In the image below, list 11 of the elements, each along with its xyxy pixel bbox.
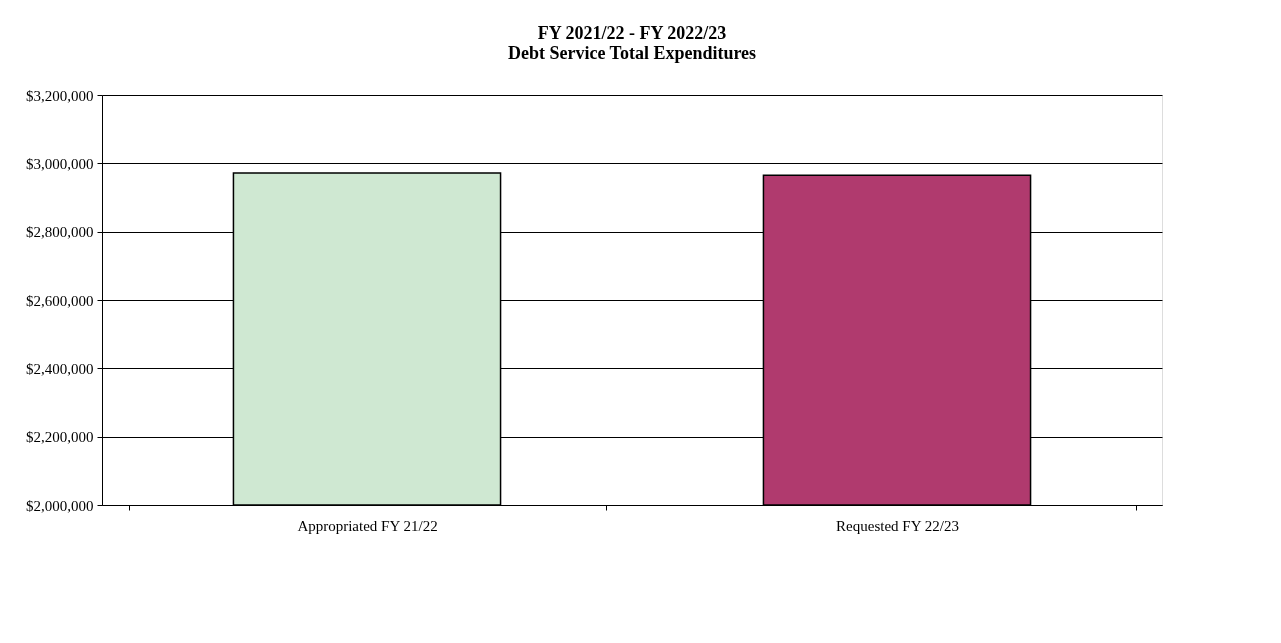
y-tick-label: $2,400,000 [26, 360, 94, 377]
y-tick-label: $2,200,000 [26, 429, 94, 446]
text: Debt Service Total Expenditures [507, 43, 757, 63]
x-tick-label: Appropriated FY 21/22 [297, 517, 438, 534]
text: FY 2021/22 - FY 2022/23 [537, 23, 727, 43]
y-tick-label: $3,000,000 [26, 155, 94, 172]
y-tick-label: $3,200,000 [26, 87, 94, 104]
y-tick-label: $2,800,000 [26, 224, 94, 241]
y-tick-label: $2,000,000 [26, 497, 94, 514]
x-tick-label: Requested FY 22/23 [836, 517, 959, 534]
y-tick-label: $2,600,000 [26, 292, 94, 309]
